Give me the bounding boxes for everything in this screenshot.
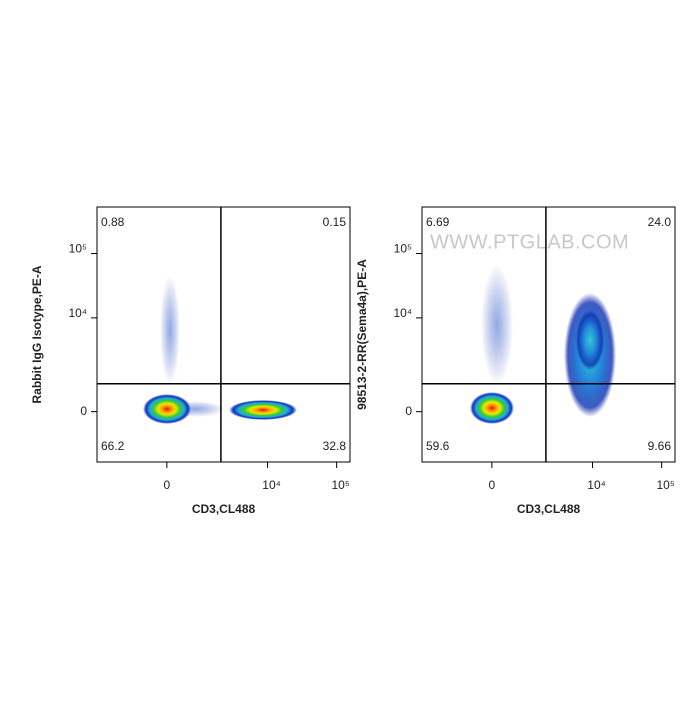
quadrant-label: 32.8 bbox=[323, 439, 347, 453]
quadrant-label: 0.88 bbox=[101, 215, 125, 229]
x-tick-label: 0 bbox=[489, 478, 496, 492]
y-tick-label: 10⁵ bbox=[69, 242, 87, 256]
quadrant-label: 6.69 bbox=[426, 215, 450, 229]
x-axis-label: CD3,CL488 bbox=[517, 502, 581, 516]
quadrant-label: 59.6 bbox=[426, 439, 450, 453]
x-tick-label: 10⁵ bbox=[331, 478, 349, 492]
y-axis-label: Rabbit IgG Isotype,PE-A bbox=[30, 265, 44, 403]
quadrant-label: 24.0 bbox=[648, 215, 672, 229]
y-axis-label: 98513-2-RR(Sema4a),PE-A bbox=[355, 259, 369, 410]
y-tick-label: 0 bbox=[80, 404, 87, 418]
y-tick-label: 10⁴ bbox=[68, 306, 87, 320]
x-tick-label: 10⁴ bbox=[262, 478, 281, 492]
watermark: WWW.PTGLAB.COM bbox=[430, 231, 629, 253]
density-left bbox=[143, 275, 297, 424]
quadrant-label: 9.66 bbox=[648, 439, 672, 453]
density-right bbox=[470, 265, 616, 424]
y-tick-label: 0 bbox=[405, 404, 412, 418]
plot-frame bbox=[421, 206, 676, 463]
x-tick-label: 10⁵ bbox=[656, 478, 674, 492]
x-tick-label: 0 bbox=[164, 478, 171, 492]
y-tick-label: 10⁵ bbox=[394, 242, 412, 256]
y-tick-label: 10⁴ bbox=[393, 306, 412, 320]
x-tick-label: 10⁴ bbox=[587, 478, 606, 492]
quadrant-label: 66.2 bbox=[101, 439, 125, 453]
x-axis-label: CD3,CL488 bbox=[192, 502, 256, 516]
quadrant-label: 0.15 bbox=[323, 215, 347, 229]
plot-frame bbox=[96, 206, 351, 463]
